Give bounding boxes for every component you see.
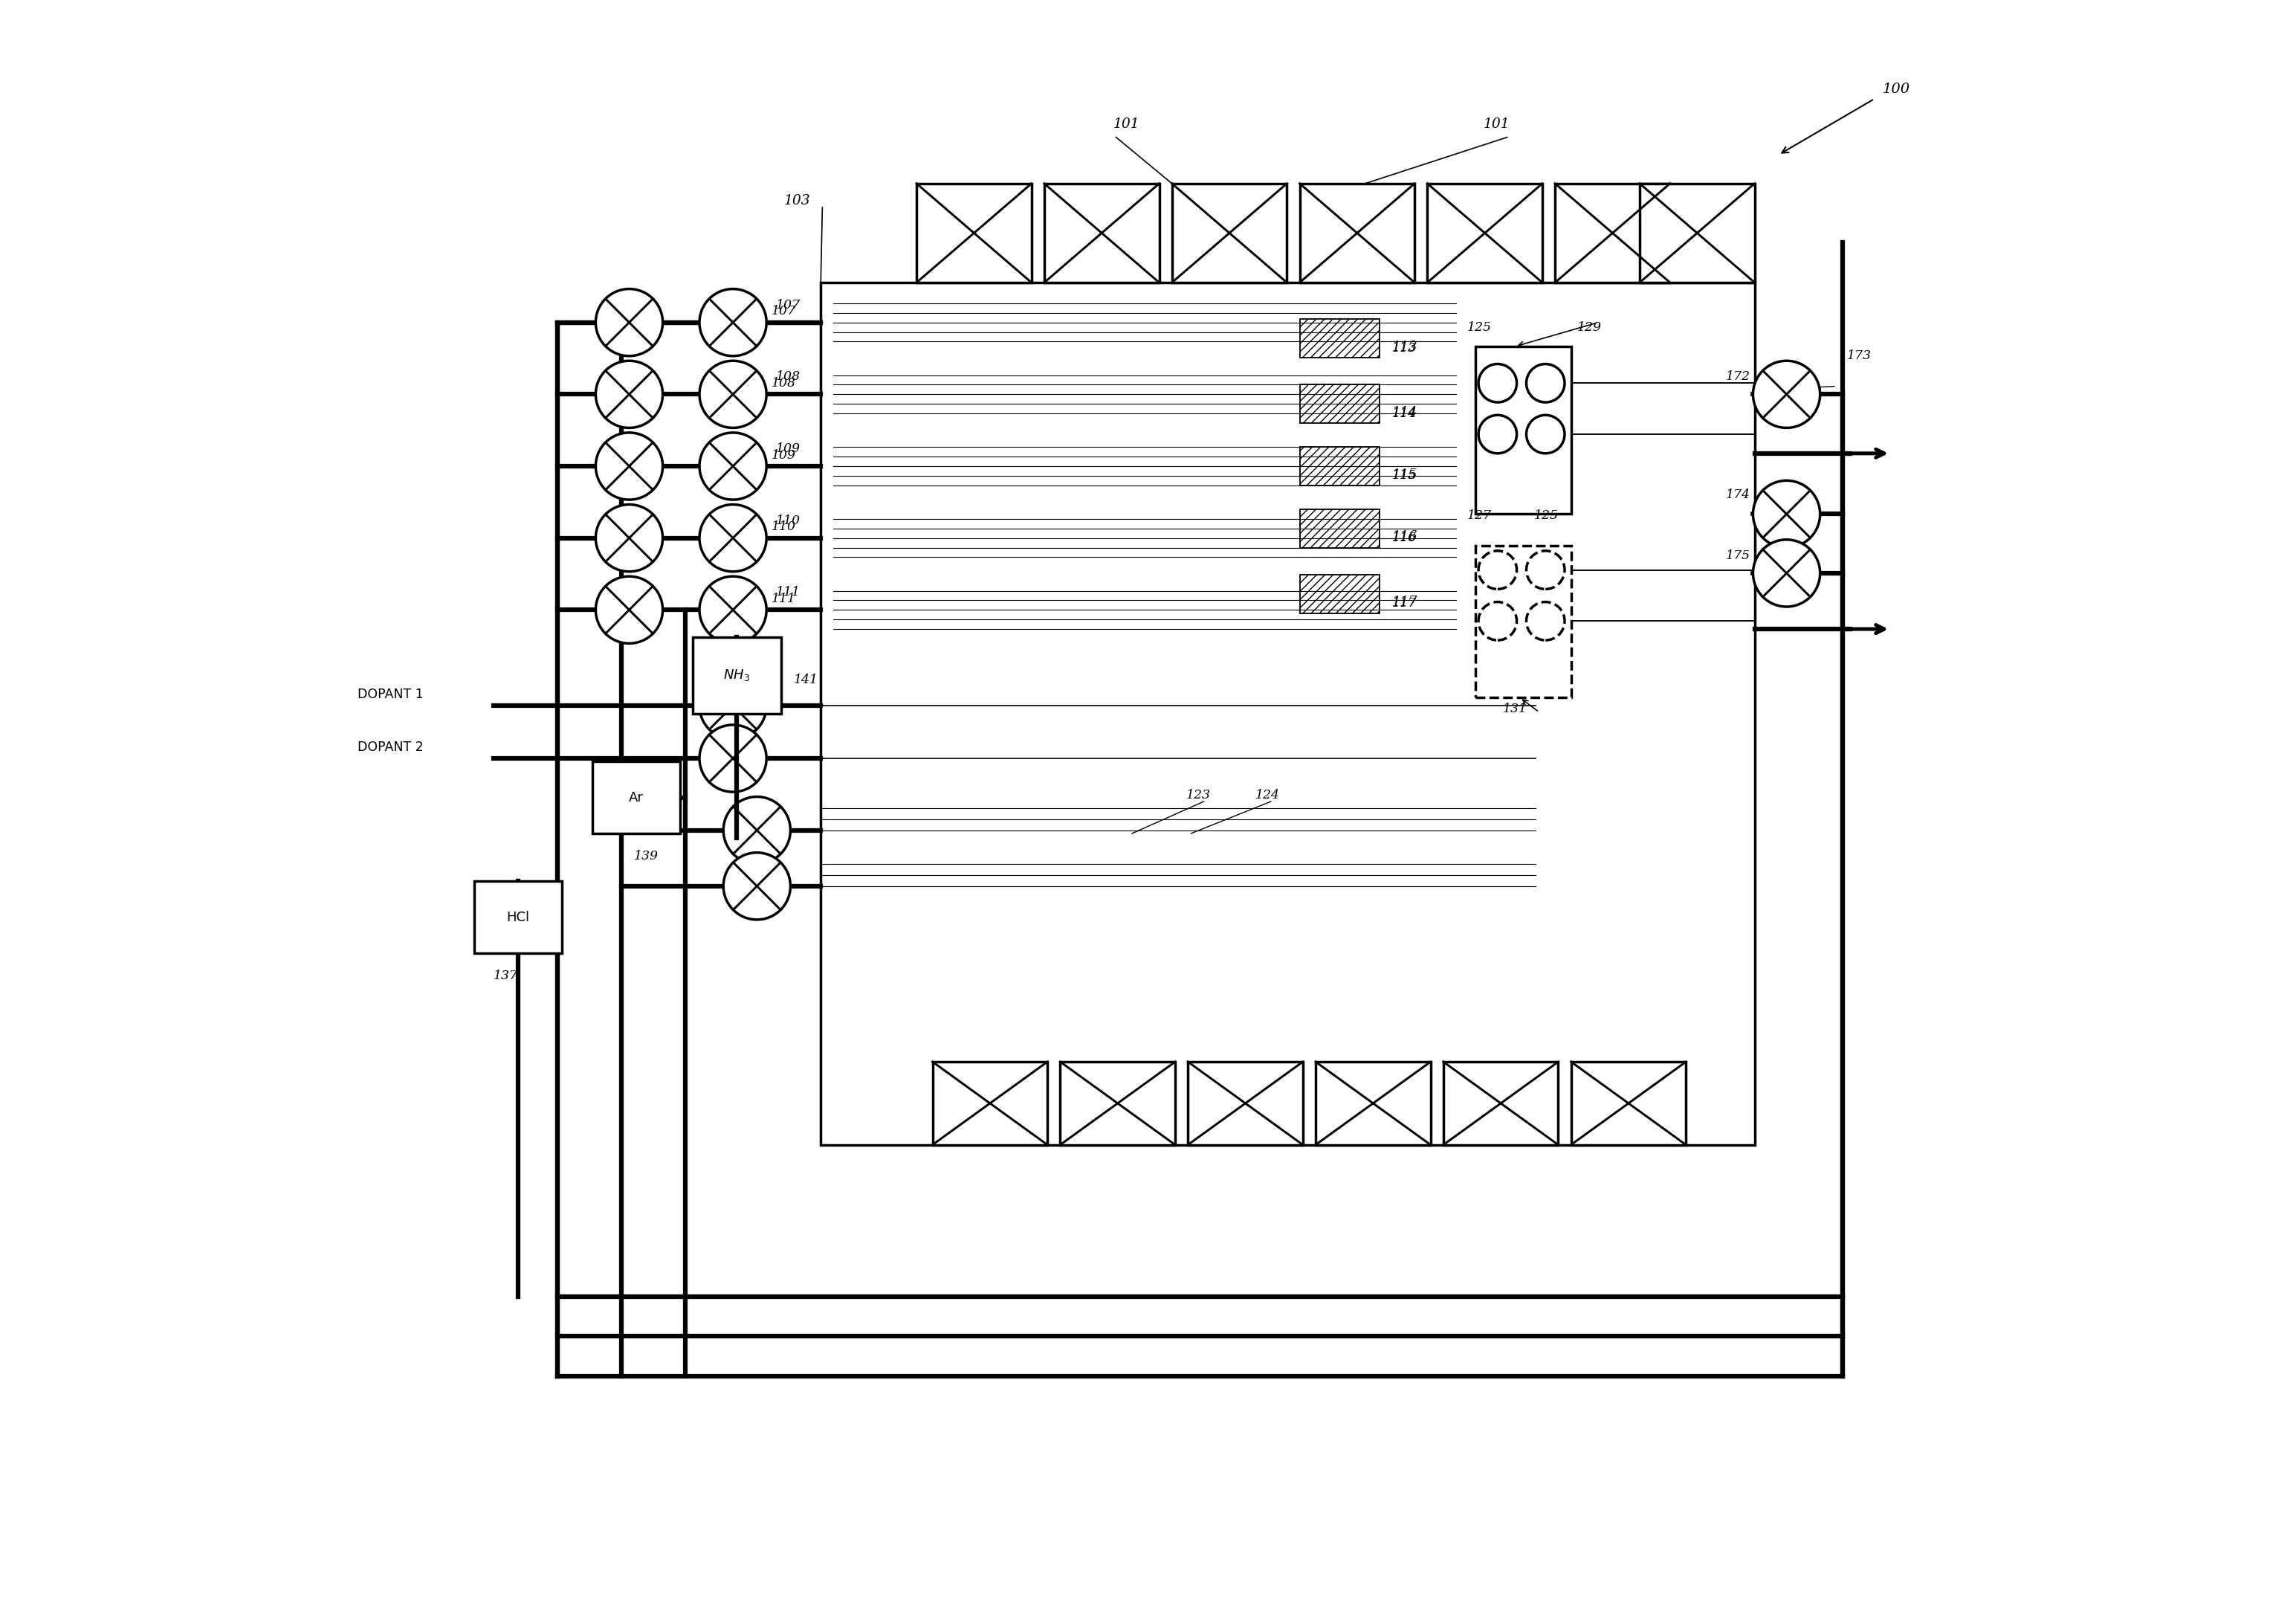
Circle shape [700, 725, 767, 792]
Circle shape [700, 505, 767, 572]
Text: 127: 127 [1467, 510, 1492, 523]
Text: DOPANT 1: DOPANT 1 [358, 688, 425, 701]
Text: 124: 124 [1256, 789, 1279, 802]
Text: 107: 107 [776, 298, 801, 311]
Text: 116: 116 [1391, 531, 1419, 543]
Text: 139: 139 [634, 850, 659, 862]
Text: 111: 111 [771, 593, 797, 604]
Circle shape [1527, 551, 1564, 590]
Bar [1554, 183, 1669, 282]
Text: 131: 131 [1502, 702, 1527, 715]
Bar [1300, 510, 1380, 548]
Circle shape [1527, 364, 1564, 402]
Bar [1061, 1061, 1176, 1145]
Bar [592, 761, 680, 834]
Text: 174: 174 [1727, 489, 1750, 502]
Text: 137: 137 [494, 970, 519, 983]
Text: 113: 113 [1391, 341, 1417, 354]
Text: 113: 113 [1391, 340, 1419, 354]
Text: 175: 175 [1727, 550, 1750, 563]
Text: 109: 109 [771, 449, 797, 462]
Bar [1045, 183, 1159, 282]
Circle shape [723, 853, 790, 920]
Circle shape [1527, 415, 1564, 454]
Bar [1300, 575, 1380, 612]
Bar [1187, 1061, 1302, 1145]
Bar [1300, 447, 1380, 486]
Circle shape [1479, 551, 1518, 590]
Text: 117: 117 [1391, 596, 1419, 609]
Circle shape [1754, 361, 1821, 428]
Text: HCl: HCl [507, 911, 530, 923]
Text: 101: 101 [1114, 117, 1139, 131]
Circle shape [1527, 601, 1564, 640]
Text: $NH_3$: $NH_3$ [723, 668, 751, 683]
Circle shape [700, 361, 767, 428]
Bar [1476, 346, 1570, 515]
Text: 114: 114 [1391, 406, 1419, 420]
Bar [693, 636, 781, 713]
Bar [1316, 1061, 1430, 1145]
Text: 115: 115 [1391, 468, 1419, 481]
Text: 101: 101 [1483, 117, 1511, 131]
Circle shape [595, 577, 664, 643]
Text: 103: 103 [783, 194, 810, 207]
Bar [1171, 183, 1286, 282]
Text: 117: 117 [1391, 598, 1417, 609]
Text: 100: 100 [1883, 82, 1910, 96]
Text: 107: 107 [771, 305, 797, 317]
Text: 125: 125 [1534, 510, 1559, 523]
Text: 109: 109 [776, 442, 801, 455]
Bar [1570, 1061, 1685, 1145]
Text: 108: 108 [771, 377, 797, 390]
Bar [1639, 183, 1754, 282]
Bar [1444, 1061, 1559, 1145]
Text: 116: 116 [1391, 532, 1417, 545]
Text: 172: 172 [1727, 370, 1750, 383]
Circle shape [700, 289, 767, 356]
Bar [1300, 385, 1380, 423]
Bar [1428, 183, 1543, 282]
Circle shape [700, 577, 767, 643]
Circle shape [700, 433, 767, 500]
Bar [1300, 319, 1380, 357]
Text: 111: 111 [776, 587, 801, 598]
Text: 125: 125 [1467, 321, 1492, 333]
Circle shape [1479, 364, 1518, 402]
Text: 173: 173 [1848, 349, 1871, 362]
Bar [932, 1061, 1047, 1145]
Circle shape [595, 289, 664, 356]
Text: 108: 108 [776, 370, 801, 383]
Text: 123: 123 [1187, 789, 1210, 802]
Text: 129: 129 [1577, 321, 1603, 333]
Circle shape [1479, 601, 1518, 640]
Text: DOPANT 2: DOPANT 2 [358, 741, 425, 753]
Circle shape [595, 505, 664, 572]
Text: 115: 115 [1391, 470, 1417, 483]
Circle shape [1754, 481, 1821, 548]
Text: 141: 141 [794, 673, 817, 686]
Text: Ar: Ar [629, 790, 643, 805]
Text: 114: 114 [1391, 407, 1417, 420]
Circle shape [595, 361, 664, 428]
Text: 110: 110 [776, 515, 801, 527]
Bar [820, 282, 1754, 1145]
Circle shape [595, 433, 664, 500]
Circle shape [700, 672, 767, 739]
Circle shape [1479, 415, 1518, 454]
Bar [1300, 183, 1414, 282]
Text: 110: 110 [771, 521, 797, 534]
Bar [475, 882, 563, 954]
Bar [1476, 547, 1570, 697]
Circle shape [723, 797, 790, 864]
Circle shape [1754, 540, 1821, 606]
Bar [916, 183, 1031, 282]
